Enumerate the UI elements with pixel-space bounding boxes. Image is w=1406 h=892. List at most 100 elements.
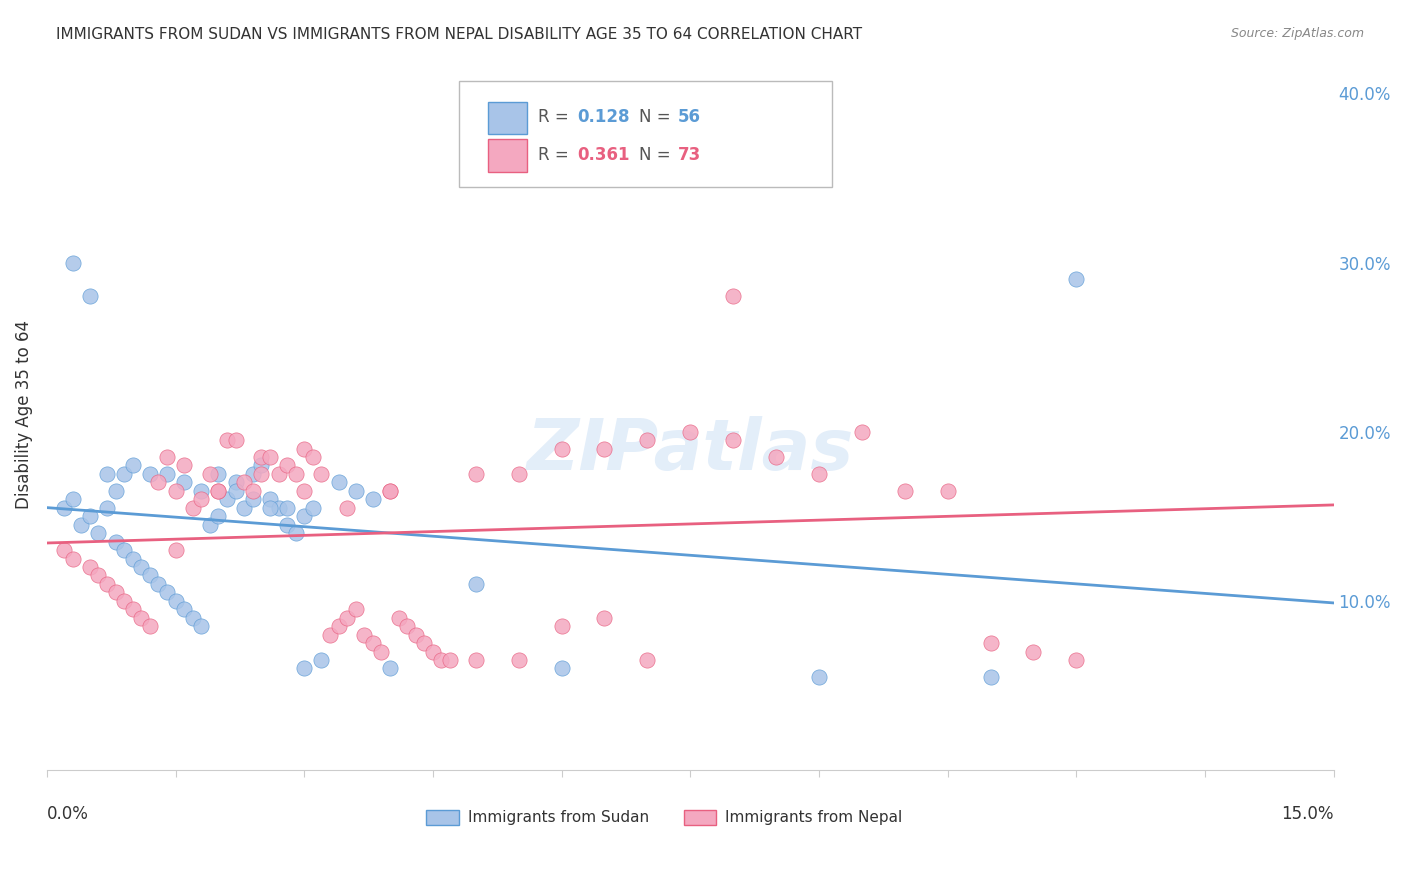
Point <box>173 475 195 490</box>
Point <box>679 425 702 439</box>
Point <box>198 517 221 532</box>
Point <box>173 458 195 473</box>
Point <box>550 619 572 633</box>
Point <box>112 594 135 608</box>
Point <box>79 509 101 524</box>
Point <box>284 526 307 541</box>
Point <box>87 526 110 541</box>
Point <box>165 483 187 498</box>
Point <box>104 483 127 498</box>
Point <box>259 492 281 507</box>
Text: R =: R = <box>538 108 575 126</box>
Point <box>1064 653 1087 667</box>
Text: 0.0%: 0.0% <box>46 805 89 823</box>
Point <box>190 492 212 507</box>
Point <box>721 433 744 447</box>
Point <box>464 467 486 481</box>
Point <box>259 500 281 515</box>
Point <box>292 509 315 524</box>
Point <box>267 467 290 481</box>
Text: Immigrants from Sudan: Immigrants from Sudan <box>468 810 648 825</box>
Point <box>173 602 195 616</box>
Point <box>233 475 256 490</box>
Point <box>156 467 179 481</box>
Point <box>112 467 135 481</box>
Point <box>104 585 127 599</box>
Point <box>148 577 170 591</box>
Point <box>508 653 530 667</box>
Point <box>165 543 187 558</box>
Point <box>96 500 118 515</box>
Point <box>53 500 76 515</box>
Point <box>96 467 118 481</box>
Point <box>413 636 436 650</box>
Point <box>53 543 76 558</box>
Point <box>311 653 333 667</box>
Point <box>361 492 384 507</box>
Point <box>62 492 84 507</box>
Point <box>405 627 427 641</box>
Point <box>1022 644 1045 658</box>
Text: N =: N = <box>638 146 676 164</box>
Point <box>259 450 281 464</box>
Point <box>62 255 84 269</box>
Point <box>721 289 744 303</box>
Point <box>328 475 350 490</box>
Point <box>190 619 212 633</box>
Point <box>336 610 359 624</box>
Point <box>344 483 367 498</box>
Point <box>215 433 238 447</box>
Point <box>807 670 830 684</box>
Point <box>121 602 143 616</box>
Point <box>148 475 170 490</box>
Point <box>464 577 486 591</box>
Point <box>765 450 787 464</box>
FancyBboxPatch shape <box>488 139 527 172</box>
Point <box>104 534 127 549</box>
Point <box>361 636 384 650</box>
Point <box>430 653 453 667</box>
Point <box>165 594 187 608</box>
Point <box>328 619 350 633</box>
Point <box>292 442 315 456</box>
Point <box>225 433 247 447</box>
Point <box>979 636 1001 650</box>
FancyBboxPatch shape <box>683 810 716 825</box>
Y-axis label: Disability Age 35 to 64: Disability Age 35 to 64 <box>15 320 32 509</box>
Point <box>181 610 204 624</box>
Point <box>508 467 530 481</box>
Point <box>96 577 118 591</box>
Text: 73: 73 <box>678 146 700 164</box>
Point <box>207 483 229 498</box>
Point <box>550 661 572 675</box>
Point <box>439 653 461 667</box>
FancyBboxPatch shape <box>488 102 527 134</box>
Text: Immigrants from Nepal: Immigrants from Nepal <box>725 810 903 825</box>
Point <box>233 500 256 515</box>
Point <box>129 560 152 574</box>
Point <box>242 467 264 481</box>
Point <box>353 627 375 641</box>
Point <box>1064 272 1087 286</box>
FancyBboxPatch shape <box>426 810 458 825</box>
Point <box>276 458 298 473</box>
Point <box>181 500 204 515</box>
Point <box>979 670 1001 684</box>
Point <box>79 560 101 574</box>
Text: 0.128: 0.128 <box>576 108 630 126</box>
Point <box>215 492 238 507</box>
Point <box>276 500 298 515</box>
Point <box>207 509 229 524</box>
Point <box>139 619 162 633</box>
Point <box>550 442 572 456</box>
Point <box>156 450 179 464</box>
Point <box>336 500 359 515</box>
Point <box>292 661 315 675</box>
FancyBboxPatch shape <box>458 81 832 187</box>
Point <box>62 551 84 566</box>
Point <box>250 458 273 473</box>
Point <box>156 585 179 599</box>
Point <box>807 467 830 481</box>
Point <box>292 483 315 498</box>
Point <box>242 483 264 498</box>
